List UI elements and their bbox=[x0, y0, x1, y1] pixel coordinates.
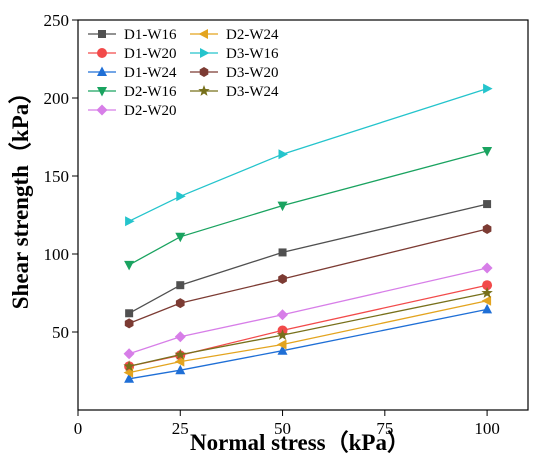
data-point-d1-w16 bbox=[176, 281, 185, 290]
data-point-d3-w20 bbox=[482, 224, 492, 234]
legend-marker-d3-w16 bbox=[200, 48, 210, 58]
data-point-d2-w20 bbox=[174, 331, 186, 343]
legend-marker-d1-w24 bbox=[97, 66, 107, 76]
data-point-d1-w24 bbox=[175, 364, 186, 375]
series-line-d2-w20 bbox=[128, 267, 488, 355]
data-point-d2-w24 bbox=[123, 367, 134, 378]
series-line-d2-w16 bbox=[128, 150, 488, 266]
series-d2-w16 bbox=[124, 147, 493, 271]
data-point-d3-w24 bbox=[174, 348, 186, 360]
y-axis-title: Shear strength（kPa） bbox=[7, 81, 33, 310]
data-point-d1-w16 bbox=[483, 200, 492, 209]
data-point-d3-w20 bbox=[175, 298, 185, 309]
data-point-d1-w20 bbox=[482, 280, 493, 291]
y-tick-label: 100 bbox=[44, 245, 70, 264]
legend: D1-W16 D1-W20 D1-W24 D2-W16 D2-W20 D2-W24 D3-W… bbox=[88, 27, 279, 119]
data-point-d1-w24 bbox=[124, 373, 135, 383]
x-tick-label: 50 bbox=[274, 419, 291, 438]
x-tick-label: 25 bbox=[172, 419, 189, 438]
legend-marker-d3-w20 bbox=[199, 67, 209, 77]
legend-item-d3-w20: D3-W20 bbox=[190, 65, 279, 81]
legend-item-d2-w24: D2-W24 bbox=[190, 27, 279, 43]
series-d2-w20 bbox=[123, 262, 493, 360]
series-d2-w24 bbox=[123, 295, 492, 378]
data-point-d2-w20 bbox=[277, 309, 288, 321]
legend-item-d3-w16: D3-W16 bbox=[190, 46, 279, 62]
series-d3-w16 bbox=[125, 83, 493, 227]
data-point-d3-w16 bbox=[176, 191, 186, 202]
x-tick-label: 0 bbox=[74, 419, 83, 438]
data-point-d3-w24 bbox=[123, 360, 135, 372]
legend-marker-d2-w24 bbox=[198, 29, 208, 39]
data-point-d3-w24 bbox=[481, 287, 493, 298]
data-point-d3-w24 bbox=[276, 329, 289, 340]
legend-label-d3-w16: D3-W16 bbox=[226, 46, 279, 62]
legend-label-d2-w16: D2-W16 bbox=[124, 84, 177, 100]
y-tick-label: 250 bbox=[44, 11, 70, 30]
legend-label-d1-w24: D1-W24 bbox=[124, 65, 177, 81]
plot-frame bbox=[77, 19, 529, 411]
x-tick-label: 75 bbox=[376, 419, 393, 438]
data-point-d1-w24 bbox=[482, 303, 493, 314]
data-point-d1-w16 bbox=[125, 309, 134, 318]
series-d1-w24 bbox=[124, 303, 493, 383]
legend-item-d3-w24: D3-W24 bbox=[190, 84, 279, 100]
data-point-d2-w24 bbox=[277, 339, 287, 350]
data-point-d2-w16 bbox=[277, 201, 288, 212]
x-axis-title: Normal stress（kPa） bbox=[190, 429, 410, 455]
series-d3-w20 bbox=[124, 224, 492, 329]
data-point-d3-w20 bbox=[124, 318, 134, 329]
legend-item-d1-w20: D1-W20 bbox=[88, 46, 177, 62]
legend-marker-d2-w16 bbox=[97, 87, 107, 97]
data-point-d3-w16 bbox=[483, 83, 493, 94]
legend-item-d2-w20: D2-W20 bbox=[88, 103, 177, 119]
legend-marker-d3-w24 bbox=[198, 85, 210, 96]
series-d3-w24 bbox=[123, 287, 493, 372]
y-tick-label: 200 bbox=[44, 89, 70, 108]
legend-item-d1-w24: D1-W24 bbox=[88, 65, 177, 81]
series-line-d1-w16 bbox=[128, 203, 488, 314]
y-tick-label: 150 bbox=[44, 167, 70, 186]
legend-label-d2-w20: D2-W20 bbox=[124, 103, 177, 119]
data-point-d3-w16 bbox=[125, 216, 135, 227]
plot-area bbox=[123, 83, 493, 383]
data-point-d2-w16 bbox=[124, 260, 135, 271]
legend-marker-d1-w16 bbox=[98, 30, 106, 38]
series-line-d1-w24 bbox=[128, 308, 488, 380]
series-line-d3-w20 bbox=[128, 228, 488, 325]
legend-item-d1-w16: D1-W16 bbox=[88, 27, 177, 43]
legend-label-d1-w20: D1-W20 bbox=[124, 46, 177, 62]
series-d1-w16 bbox=[125, 200, 492, 318]
legend-label-d3-w20: D3-W20 bbox=[226, 65, 279, 81]
data-point-d3-w20 bbox=[278, 274, 287, 284]
legend-item-d2-w16: D2-W16 bbox=[88, 84, 177, 100]
data-point-d2-w16 bbox=[175, 232, 186, 243]
series-line-d3-w16 bbox=[128, 87, 488, 222]
series-line-d2-w24 bbox=[128, 300, 488, 374]
axes: 0 25 50 75 100 50 100 150 200 250 bbox=[44, 11, 529, 438]
legend-marker-d2-w20 bbox=[96, 104, 108, 116]
data-point-d3-w16 bbox=[278, 149, 288, 160]
legend-marker-d1-w20 bbox=[97, 48, 107, 58]
series-line-d3-w24 bbox=[128, 292, 488, 367]
data-point-d2-w16 bbox=[482, 147, 493, 157]
data-point-d2-w20 bbox=[123, 348, 135, 360]
data-point-d1-w24 bbox=[277, 345, 288, 355]
data-point-d1-w16 bbox=[278, 248, 287, 257]
y-tick-label: 50 bbox=[52, 323, 69, 342]
legend-label-d2-w24: D2-W24 bbox=[226, 27, 279, 43]
legend-label-d3-w24: D3-W24 bbox=[226, 84, 279, 100]
data-point-d2-w24 bbox=[174, 356, 185, 367]
data-point-d2-w20 bbox=[481, 262, 493, 274]
x-tick-label: 100 bbox=[474, 419, 500, 438]
legend-label-d1-w16: D1-W16 bbox=[124, 27, 177, 43]
data-point-d2-w24 bbox=[481, 295, 492, 306]
